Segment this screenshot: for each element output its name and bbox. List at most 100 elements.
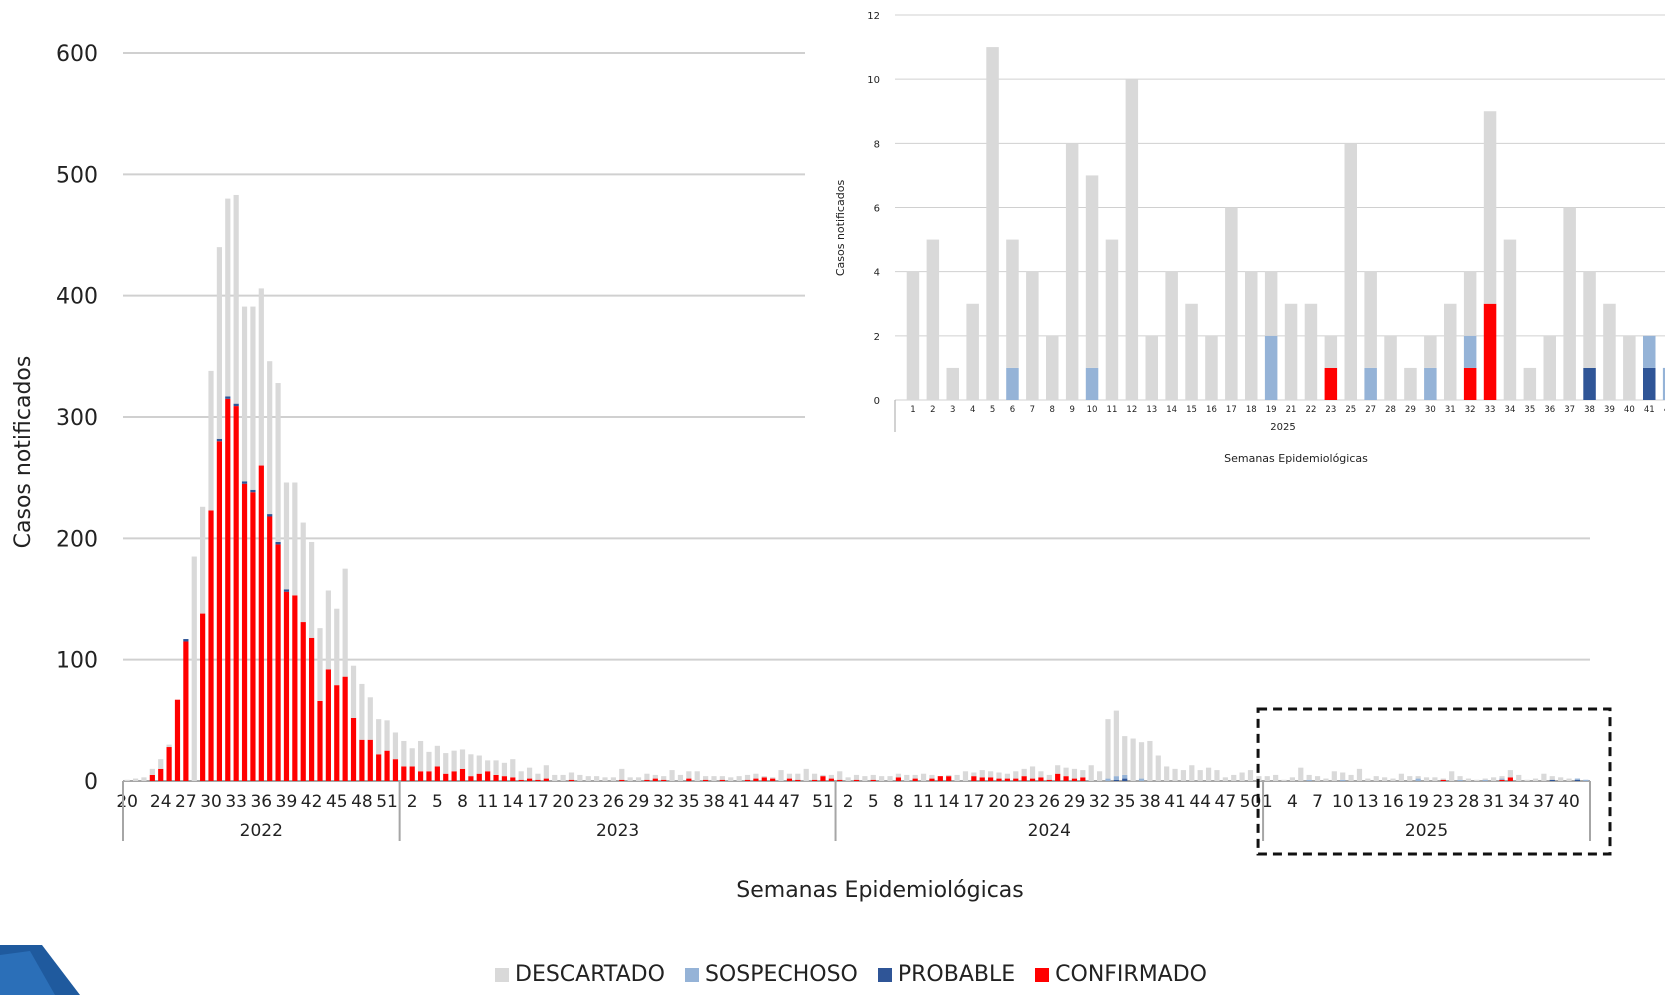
inset-y-tick: 10 (867, 75, 880, 86)
inset-x-tick: 38 (1584, 405, 1595, 415)
main-y-tick: 200 (56, 527, 98, 552)
inset-bar-sospechoso (1364, 367, 1377, 400)
main-bar-confirmado (208, 510, 214, 781)
main-bar-descartado (719, 776, 725, 780)
main-bar-descartado (627, 777, 633, 781)
main-bar-confirmado (225, 398, 231, 781)
inset-x-tick: 11 (1107, 405, 1118, 415)
main-x-tick: 31 (1483, 792, 1505, 812)
inset-bar-descartado (1026, 271, 1039, 400)
inset-bar-descartado (1105, 239, 1119, 400)
main-bar-confirmado (434, 766, 440, 781)
main-bar-probable (250, 489, 256, 493)
main-bar-confirmado (309, 637, 315, 781)
main-bar-descartado (1440, 778, 1446, 780)
inset-bar-descartado (1046, 335, 1059, 400)
main-bar-confirmado (1038, 777, 1044, 781)
main-bar-confirmado (384, 750, 390, 781)
inset-x-tick: 33 (1485, 405, 1496, 415)
main-x-tick: 32 (653, 792, 675, 812)
main-bar-descartado (384, 720, 390, 751)
main-bar-confirmado (912, 778, 918, 781)
inset-x-tick: 27 (1365, 405, 1376, 415)
main-y-tick: 500 (56, 163, 98, 188)
main-x-tick: 10 (1332, 792, 1354, 812)
main-bar-descartado (904, 774, 910, 781)
inset-bar-descartado (1503, 239, 1517, 400)
main-bar-descartado (1021, 768, 1027, 777)
main-bar-confirmado (485, 771, 491, 781)
main-bar-descartado (979, 770, 985, 778)
inset-bar-descartado (1523, 367, 1537, 400)
main-bar-descartado (1063, 767, 1069, 777)
main-bar-descartado (1055, 765, 1061, 774)
inset-bar-descartado (1165, 271, 1178, 400)
main-bar-confirmado (1499, 779, 1505, 781)
main-bar-confirmado (828, 778, 834, 781)
inset-bar-descartado (1344, 143, 1357, 401)
main-bar-descartado (191, 556, 197, 781)
main-bar-descartado (1004, 773, 1010, 779)
legend-label: DESCARTADO (515, 962, 665, 987)
main-bar-confirmado (501, 776, 508, 781)
main-bar-descartado (376, 719, 382, 755)
inset-x-tick: 29 (1405, 405, 1416, 415)
main-bar-sospechoso (1574, 778, 1581, 780)
main-bar-descartado (392, 732, 399, 760)
main-bar-confirmado (350, 717, 357, 781)
main-x-tick: 40 (1558, 792, 1580, 812)
legend-swatch (877, 967, 892, 982)
main-x-tick: 20 (552, 792, 574, 812)
main-x-tick: 8 (893, 792, 904, 812)
inset-bar-descartado (1384, 335, 1397, 400)
main-bar-descartado (409, 748, 415, 767)
main-bar-confirmado (200, 613, 206, 781)
main-x-tick: 38 (1139, 792, 1161, 812)
main-bar-descartado (711, 776, 717, 781)
main-x-tick: 4 (1287, 792, 1298, 812)
main-bar-descartado (1172, 768, 1178, 781)
main-bar-probable (216, 438, 223, 442)
main-bar-descartado (501, 762, 508, 777)
main-x-tick: 26 (1038, 792, 1060, 812)
main-bar-descartado (1474, 779, 1480, 781)
main-bar-descartado (258, 288, 264, 466)
main-bars (124, 194, 1589, 781)
main-bar-descartado (778, 770, 784, 781)
main-bar-confirmado (300, 622, 306, 781)
inset-bar-descartado (1065, 143, 1079, 401)
main-bar-descartado (1541, 773, 1547, 781)
main-bar-confirmado (619, 779, 625, 781)
main-bar-descartado (1340, 772, 1346, 780)
main-bar-descartado (493, 760, 499, 775)
inset-x-tick: 1 (910, 405, 915, 415)
inset-bar-descartado (1563, 207, 1576, 400)
main-bar-descartado (1130, 738, 1136, 781)
main-x-tick: 47 (779, 792, 801, 812)
main-bar-descartado (325, 590, 331, 670)
main-bar-confirmado (568, 779, 575, 781)
main-bar-descartado (1331, 771, 1337, 781)
main-bar-descartado (250, 306, 256, 490)
inset-x-tick: 10 (1087, 405, 1098, 415)
inset-x-tick: 7 (1030, 405, 1035, 415)
main-bar-descartado (1256, 776, 1262, 781)
main-bar-confirmado (216, 441, 223, 781)
main-bar-confirmado (409, 766, 415, 781)
main-bar-confirmado (1055, 773, 1061, 781)
main-bar-confirmado (275, 544, 281, 781)
main-bar-confirmado (325, 669, 331, 781)
main-bar-sospechoso (1583, 779, 1589, 781)
main-bar-confirmado (267, 516, 273, 781)
main-bar-descartado (1432, 777, 1438, 781)
main-bar-descartado (1088, 765, 1094, 781)
main-bar-descartado (1029, 766, 1036, 779)
main-y-axis-label: Casos notificados (11, 356, 36, 549)
inset-y-tick: 2 (874, 332, 880, 343)
main-x-tick: 11 (913, 792, 935, 812)
main-bar-descartado (1549, 776, 1555, 780)
main-x-tick: 5 (432, 792, 443, 812)
main-bar-confirmado (719, 779, 725, 781)
main-bar-descartado (543, 765, 549, 779)
